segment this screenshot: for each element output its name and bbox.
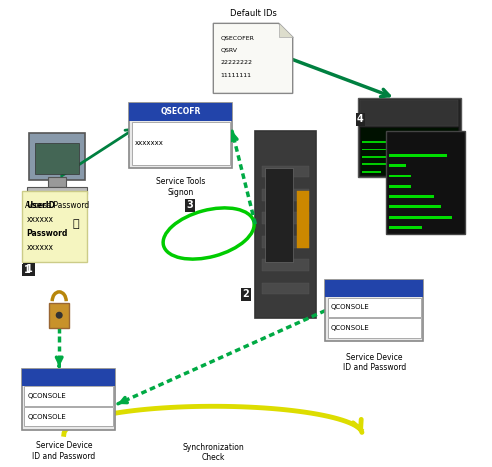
FancyBboxPatch shape bbox=[35, 143, 79, 174]
Text: xxxxxx: xxxxxx bbox=[27, 243, 54, 252]
FancyBboxPatch shape bbox=[325, 280, 424, 297]
Text: 11111111: 11111111 bbox=[220, 73, 251, 78]
FancyBboxPatch shape bbox=[297, 191, 309, 248]
Text: 1: 1 bbox=[26, 264, 32, 275]
Text: Access Password: Access Password bbox=[25, 201, 89, 210]
FancyBboxPatch shape bbox=[362, 156, 382, 158]
Text: 4: 4 bbox=[357, 114, 364, 124]
FancyBboxPatch shape bbox=[265, 168, 293, 262]
Text: 4: 4 bbox=[357, 114, 364, 124]
FancyBboxPatch shape bbox=[362, 163, 394, 165]
FancyBboxPatch shape bbox=[389, 195, 433, 198]
FancyBboxPatch shape bbox=[262, 212, 309, 224]
Text: QCONSOLE: QCONSOLE bbox=[28, 414, 66, 420]
FancyBboxPatch shape bbox=[262, 236, 309, 248]
Text: QCONSOLE: QCONSOLE bbox=[331, 325, 370, 331]
Text: xxxxxxx: xxxxxxx bbox=[135, 140, 164, 146]
FancyBboxPatch shape bbox=[389, 216, 452, 219]
FancyBboxPatch shape bbox=[262, 166, 309, 177]
FancyBboxPatch shape bbox=[48, 177, 66, 187]
FancyBboxPatch shape bbox=[22, 369, 115, 430]
Text: Service Device
ID and Password: Service Device ID and Password bbox=[32, 441, 95, 461]
FancyBboxPatch shape bbox=[389, 154, 447, 157]
FancyBboxPatch shape bbox=[362, 171, 400, 173]
Text: 3: 3 bbox=[186, 200, 193, 211]
FancyBboxPatch shape bbox=[328, 297, 421, 317]
FancyBboxPatch shape bbox=[255, 131, 316, 318]
FancyBboxPatch shape bbox=[49, 303, 69, 328]
Text: QSRV: QSRV bbox=[220, 48, 237, 53]
FancyBboxPatch shape bbox=[361, 127, 459, 175]
FancyBboxPatch shape bbox=[358, 98, 461, 177]
Text: Service Device
ID and Password: Service Device ID and Password bbox=[343, 353, 406, 372]
FancyBboxPatch shape bbox=[362, 149, 401, 150]
Text: QSECOFR: QSECOFR bbox=[160, 107, 201, 116]
Text: 3: 3 bbox=[186, 200, 193, 211]
Text: Password: Password bbox=[27, 229, 68, 238]
Text: 🔑: 🔑 bbox=[72, 219, 79, 229]
Text: xxxxxx: xxxxxx bbox=[27, 215, 54, 224]
Text: 2: 2 bbox=[243, 289, 249, 299]
FancyBboxPatch shape bbox=[328, 318, 421, 338]
FancyBboxPatch shape bbox=[389, 175, 411, 177]
FancyBboxPatch shape bbox=[362, 141, 389, 143]
Text: QCONSOLE: QCONSOLE bbox=[331, 304, 370, 310]
Text: QCONSOLE: QCONSOLE bbox=[28, 393, 66, 399]
FancyBboxPatch shape bbox=[386, 131, 465, 234]
FancyBboxPatch shape bbox=[22, 264, 33, 276]
FancyBboxPatch shape bbox=[27, 187, 87, 194]
Text: UserID: UserID bbox=[27, 201, 56, 210]
FancyBboxPatch shape bbox=[24, 407, 113, 426]
Text: Service Tools
Signon: Service Tools Signon bbox=[156, 177, 205, 197]
FancyBboxPatch shape bbox=[22, 369, 115, 386]
Text: 22222222: 22222222 bbox=[220, 60, 252, 65]
Polygon shape bbox=[214, 23, 293, 93]
FancyBboxPatch shape bbox=[325, 280, 424, 341]
FancyBboxPatch shape bbox=[389, 164, 406, 167]
FancyBboxPatch shape bbox=[361, 100, 459, 126]
Text: Default IDs: Default IDs bbox=[230, 9, 277, 18]
FancyBboxPatch shape bbox=[389, 205, 440, 208]
Text: QSECOFER: QSECOFER bbox=[220, 35, 254, 40]
FancyBboxPatch shape bbox=[131, 121, 230, 165]
FancyBboxPatch shape bbox=[389, 226, 422, 229]
Circle shape bbox=[57, 312, 62, 318]
FancyBboxPatch shape bbox=[23, 263, 35, 276]
FancyBboxPatch shape bbox=[389, 185, 411, 188]
Text: 1: 1 bbox=[24, 265, 31, 275]
FancyBboxPatch shape bbox=[262, 189, 309, 201]
FancyBboxPatch shape bbox=[262, 259, 309, 271]
FancyBboxPatch shape bbox=[29, 133, 85, 180]
Text: 2: 2 bbox=[243, 289, 249, 299]
FancyBboxPatch shape bbox=[24, 386, 113, 406]
FancyBboxPatch shape bbox=[129, 103, 232, 168]
FancyBboxPatch shape bbox=[129, 103, 232, 121]
Polygon shape bbox=[278, 23, 293, 37]
FancyBboxPatch shape bbox=[22, 191, 87, 262]
FancyBboxPatch shape bbox=[262, 283, 309, 294]
Text: Synchronization
Check: Synchronization Check bbox=[183, 443, 244, 462]
